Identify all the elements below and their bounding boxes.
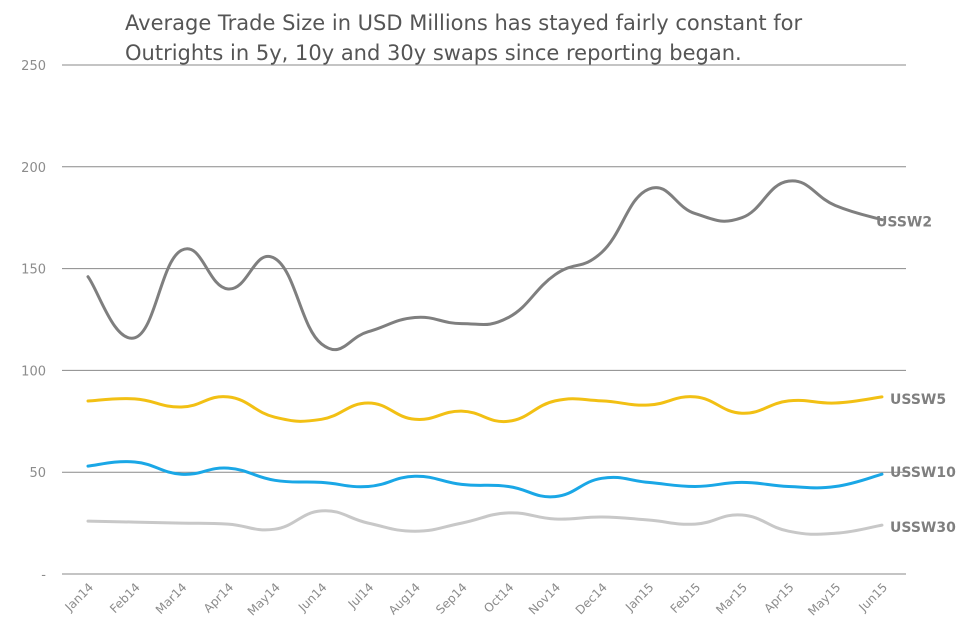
series-line-ussw30 [86, 509, 884, 536]
y-tick-label: - [41, 568, 46, 583]
x-tick-label: May15 [805, 580, 843, 618]
x-tick-label: Feb14 [107, 580, 143, 616]
x-tick-label: Mar14 [153, 580, 190, 617]
x-tick-label: Mar15 [713, 580, 750, 617]
x-tick-label: Nov14 [526, 580, 563, 617]
series-line-ussw2 [86, 179, 884, 352]
y-tick-label: 200 [21, 161, 46, 176]
x-tick-label: Jan15 [622, 580, 656, 614]
x-tick-label: May14 [245, 580, 283, 618]
y-tick-label: 100 [21, 364, 46, 379]
y-tick-label: 150 [21, 263, 46, 278]
y-tick-label: 50 [29, 466, 46, 481]
series-label-ussw2: USSW2 [876, 215, 932, 231]
x-tick-label: Feb15 [668, 580, 704, 616]
gridlines [62, 64, 906, 575]
series-label-ussw5: USSW5 [890, 392, 946, 408]
series-labels: USSW2 USSW5 USSW10 USSW30 [876, 215, 956, 536]
x-tick-label: Sep14 [433, 580, 470, 617]
x-tick-label: Dec14 [573, 580, 610, 617]
x-tick-label: Aug14 [386, 580, 423, 617]
x-axis-ticks: Jan14 Feb14 Mar14 Apr14 May14 Jun14 Jul14 Aug14… [62, 580, 890, 618]
series-line-ussw10 [86, 460, 884, 499]
x-tick-label: Jun15 [855, 580, 890, 615]
x-tick-label: Apr14 [201, 580, 236, 615]
y-axis-ticks: - 50 100 150 200 250 [21, 59, 46, 583]
x-tick-label: Oct14 [481, 580, 516, 615]
series-label-ussw10: USSW10 [890, 465, 956, 481]
x-tick-label: Apr15 [761, 580, 796, 615]
series-lines [86, 179, 884, 536]
x-tick-label: Jul14 [345, 580, 377, 612]
x-tick-label: Jun14 [295, 580, 330, 615]
x-tick-label: Jan14 [62, 580, 96, 614]
series-line-ussw5 [86, 395, 884, 424]
y-tick-label: 250 [21, 59, 46, 74]
series-label-ussw30: USSW30 [890, 520, 956, 536]
chart-title: Average Trade Size in USD Millions has s… [125, 11, 803, 65]
